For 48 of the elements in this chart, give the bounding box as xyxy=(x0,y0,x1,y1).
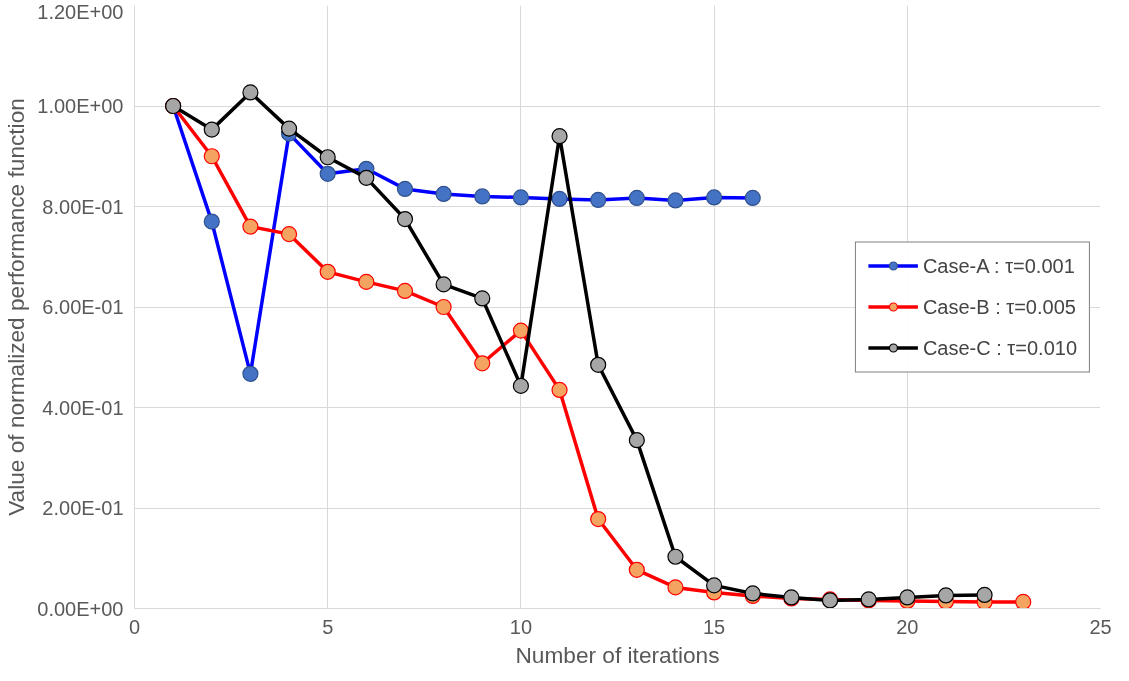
point xyxy=(396,210,414,228)
point xyxy=(512,322,529,339)
point xyxy=(280,120,298,137)
y-tick-label: 1.20E+00 xyxy=(37,0,124,23)
legend-label: Case-B : τ=0.005 xyxy=(922,295,1076,318)
point xyxy=(590,356,607,373)
point xyxy=(203,148,220,165)
x-tick-label: 5 xyxy=(322,615,334,638)
point xyxy=(590,510,607,528)
y-tick-label: 8.00E-01 xyxy=(42,195,124,218)
point xyxy=(358,273,375,290)
x-tick-label: 10 xyxy=(509,615,533,638)
x-tick-label: 0 xyxy=(128,615,141,638)
point xyxy=(937,587,955,604)
x-tick-label: 20 xyxy=(896,615,919,638)
y-tick-label: 2.00E-01 xyxy=(42,497,124,519)
x-tick-label: 15 xyxy=(702,615,726,638)
point xyxy=(667,579,684,596)
x-tick-label: 25 xyxy=(1089,615,1112,638)
point xyxy=(358,169,375,186)
point xyxy=(435,298,452,316)
y-tick-label: 6.00E-01 xyxy=(42,296,124,318)
point xyxy=(203,121,220,138)
point xyxy=(474,355,491,372)
point xyxy=(628,561,645,578)
point xyxy=(242,84,259,101)
y-tick-label: 0.00E+00 xyxy=(37,597,124,620)
point xyxy=(667,548,684,565)
point xyxy=(628,432,645,449)
y-tick-label: 1.00E+00 xyxy=(37,95,124,117)
point xyxy=(242,218,259,235)
point xyxy=(280,226,298,243)
point xyxy=(474,290,491,307)
point xyxy=(319,149,336,166)
legend-label: Case-A : τ=0.001 xyxy=(922,254,1075,277)
y-axis-title: Value of normalized performance function xyxy=(3,98,30,516)
point xyxy=(319,263,336,280)
legend-label: Case-C : τ=0.010 xyxy=(922,336,1077,359)
point xyxy=(976,586,993,604)
point xyxy=(435,276,452,293)
point xyxy=(396,282,414,300)
point xyxy=(706,577,723,594)
x-axis-title: Number of iterations xyxy=(515,641,720,668)
point xyxy=(551,128,568,145)
point xyxy=(551,381,568,398)
y-tick-label: 4.00E-01 xyxy=(42,396,124,419)
point xyxy=(512,377,529,394)
point xyxy=(1015,593,1032,609)
